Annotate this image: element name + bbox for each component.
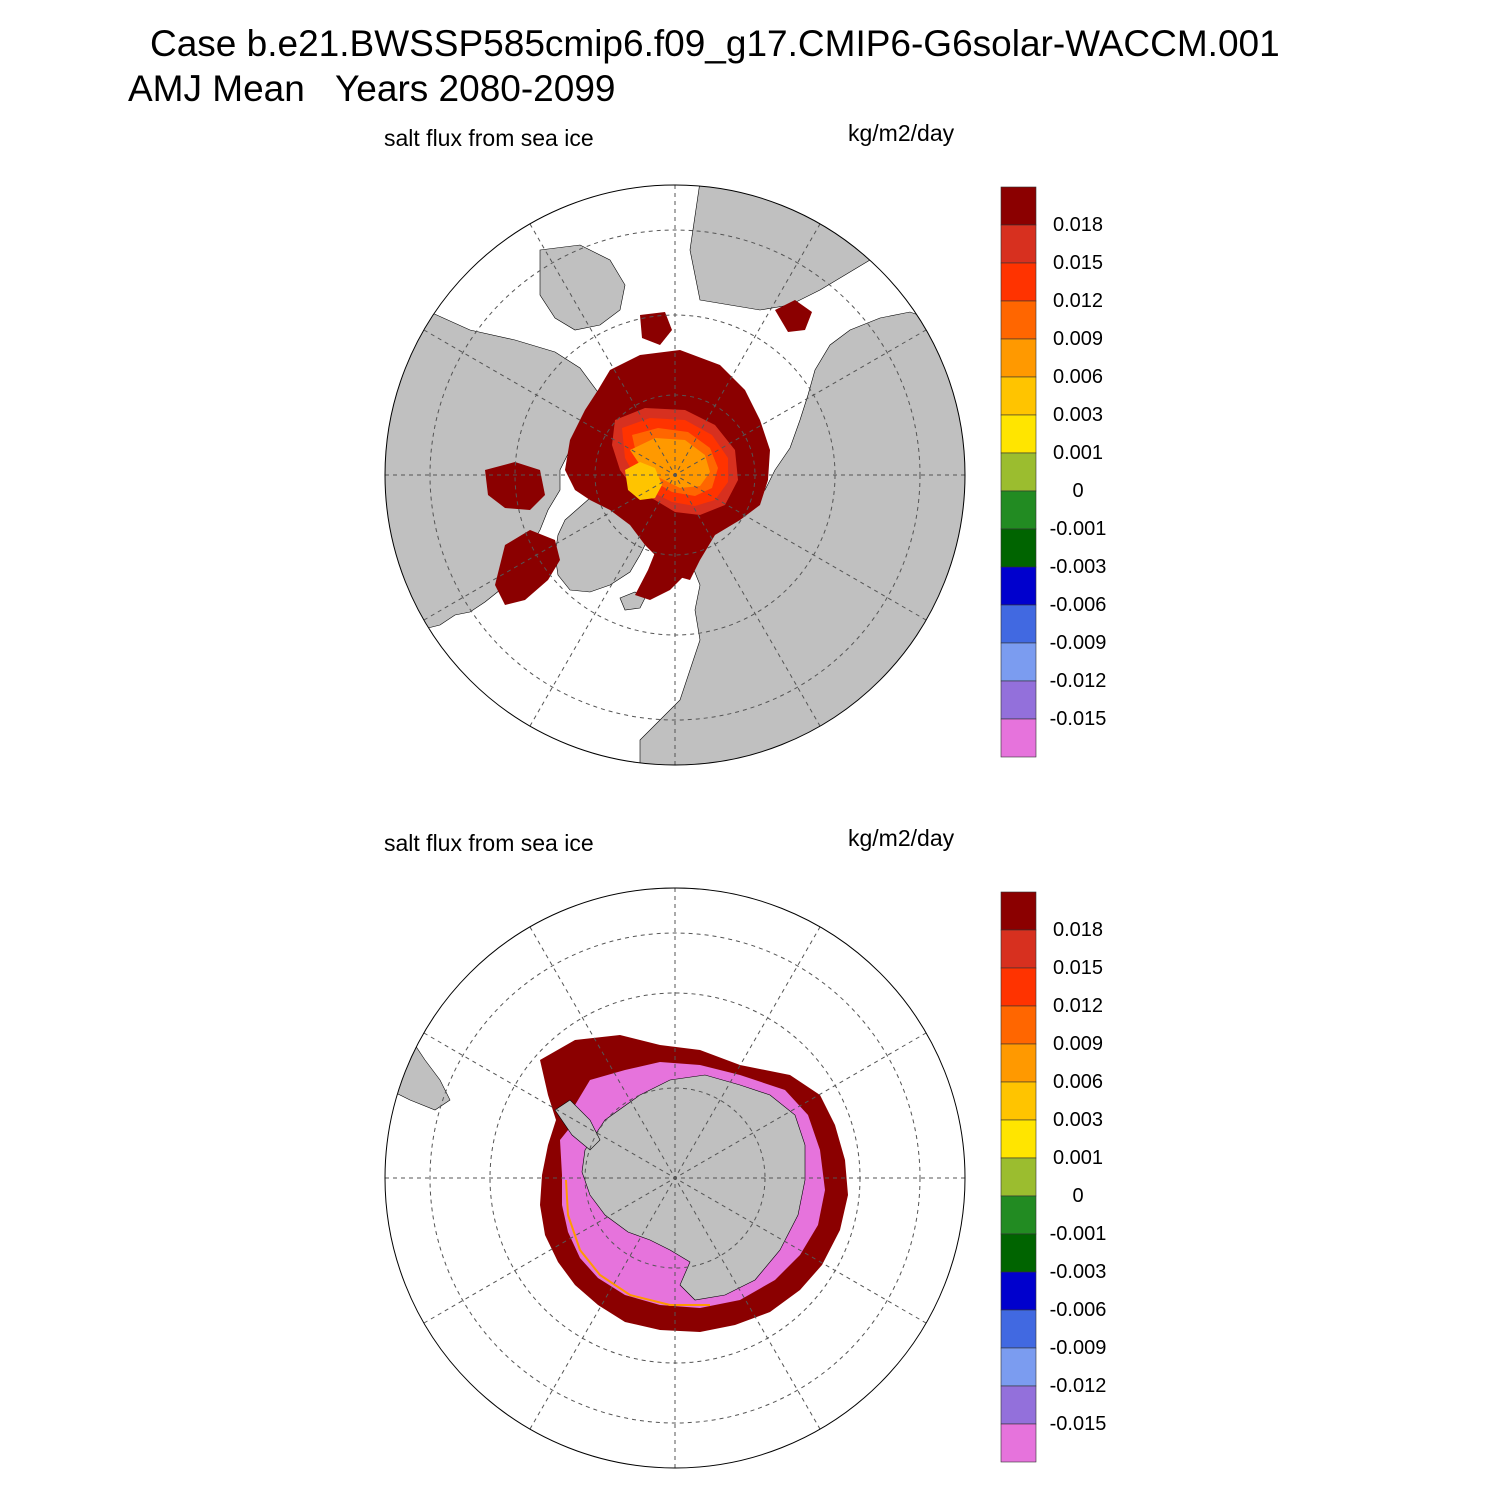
north-colorbar-tick-label: 0.003 xyxy=(1052,404,1104,426)
north-colorbar-tick-label: -0.001 xyxy=(1049,518,1107,540)
north-colorbar-tick-label: 0.001 xyxy=(1052,442,1104,464)
north-colorbar-swatch xyxy=(1000,262,1037,302)
south-colorbar-tick-label: -0.009 xyxy=(1049,1337,1107,1359)
north-colorbar-tick-label: 0.015 xyxy=(1052,252,1104,274)
south-colorbar-tick-label: 0 xyxy=(1072,1185,1084,1207)
north-colorbar-swatch xyxy=(1000,186,1037,226)
south-colorbar-swatch xyxy=(1000,1271,1037,1311)
north-map-land-eurasia xyxy=(639,311,965,765)
south-colorbar-swatch xyxy=(1000,1157,1037,1197)
south-colorbar-swatch xyxy=(1000,1195,1037,1235)
north-colorbar-tick-label: 0.018 xyxy=(1052,214,1104,236)
south-panel-variable-label: salt flux from sea ice xyxy=(384,830,594,856)
south-colorbar-swatch xyxy=(1000,1043,1037,1083)
south-colorbar-tick-label: 0.012 xyxy=(1052,995,1104,1017)
south-colorbar-swatch xyxy=(1000,1233,1037,1273)
north-map-boundary xyxy=(384,184,966,766)
south-colorbar-swatch xyxy=(1000,1423,1037,1463)
north-colorbar-swatch xyxy=(1000,452,1037,492)
north-panel-variable-label: salt flux from sea ice xyxy=(384,125,594,151)
north-colorbar-tick-label: 0.006 xyxy=(1052,366,1104,388)
north-colorbar-tick-label: 0 xyxy=(1072,480,1084,502)
figure-title-line2: AMJ Mean Years 2080-2099 xyxy=(128,68,616,109)
north-map-seaice-greenland-east xyxy=(635,530,700,600)
north-colorbar-swatch xyxy=(1000,680,1037,720)
north-colorbar-swatch xyxy=(1000,224,1037,264)
south-colorbar-swatch xyxy=(1000,891,1037,931)
north-colorbar-tick-label: 0.009 xyxy=(1052,328,1104,350)
south-colorbar-tick-label: 0.001 xyxy=(1052,1147,1104,1169)
north-map-seaice-level-0.003 xyxy=(625,462,662,500)
north-colorbar xyxy=(1000,186,1037,758)
north-colorbar-swatch xyxy=(1000,528,1037,568)
south-map-land-antarctica xyxy=(581,1074,806,1301)
north-panel-units-label: kg/m2/day xyxy=(848,120,955,146)
south-colorbar-tick-label: 0.015 xyxy=(1052,957,1104,979)
north-colorbar-swatch xyxy=(1000,338,1037,378)
south-colorbar-tick-label: -0.015 xyxy=(1049,1413,1107,1435)
south-colorbar-swatch xyxy=(1000,1347,1037,1387)
south-colorbar-swatch xyxy=(1000,1081,1037,1121)
north-colorbar-swatch xyxy=(1000,490,1037,530)
south-colorbar-tick-label: 0.009 xyxy=(1052,1033,1104,1055)
south-colorbar-swatch xyxy=(1000,929,1037,969)
north-colorbar-tick-label: -0.003 xyxy=(1049,556,1107,578)
south-colorbar-swatch xyxy=(1000,1005,1037,1045)
south-map-land-antarctic-peninsula xyxy=(554,1099,601,1151)
north-colorbar-swatch xyxy=(1000,414,1037,454)
north-colorbar-swatch xyxy=(1000,566,1037,606)
north-colorbar-tick-label: 0.012 xyxy=(1052,290,1104,312)
south-colorbar xyxy=(1000,891,1037,1463)
south-colorbar-tick-label: 0.018 xyxy=(1052,919,1104,941)
south-colorbar-swatch xyxy=(1000,967,1037,1007)
north-colorbar-tick-label: -0.012 xyxy=(1049,670,1107,692)
south-colorbar-tick-label: 0.003 xyxy=(1052,1109,1104,1131)
north-map-seaice-labrador xyxy=(495,530,560,605)
north-colorbar-swatch xyxy=(1000,376,1037,416)
south-polar-map xyxy=(384,887,966,1469)
south-map-boundary xyxy=(384,887,966,1469)
north-colorbar-swatch xyxy=(1000,300,1037,340)
north-colorbar-tick-label: -0.015 xyxy=(1049,708,1107,730)
north-polar-map xyxy=(384,184,966,766)
north-colorbar-swatch xyxy=(1000,604,1037,644)
south-panel-units-label: kg/m2/day xyxy=(848,825,955,851)
south-colorbar-swatch xyxy=(1000,1385,1037,1425)
south-colorbar-tick-label: 0.006 xyxy=(1052,1071,1104,1093)
south-colorbar-tick-label: -0.001 xyxy=(1049,1223,1107,1245)
south-colorbar-tick-label: -0.003 xyxy=(1049,1261,1107,1283)
north-map-seaice-bering xyxy=(640,312,672,345)
south-colorbar-swatch xyxy=(1000,1309,1037,1349)
north-colorbar-swatch xyxy=(1000,718,1037,758)
south-map-seaice-transition xyxy=(565,1179,710,1306)
north-colorbar-tick-label: -0.009 xyxy=(1049,632,1107,654)
south-colorbar-tick-label: -0.012 xyxy=(1049,1375,1107,1397)
north-colorbar-swatch xyxy=(1000,642,1037,682)
north-colorbar-tick-label: -0.006 xyxy=(1049,594,1107,616)
south-colorbar-tick-label: -0.006 xyxy=(1049,1299,1107,1321)
figure-title-line1: Case b.e21.BWSSP585cmip6.f09_g17.CMIP6-G… xyxy=(150,23,1280,64)
north-map-graticule xyxy=(385,185,965,765)
north-map-seaice-okhotsk xyxy=(775,300,812,332)
south-map-graticule xyxy=(385,888,965,1468)
north-map-land-iceland xyxy=(619,591,646,611)
south-colorbar-swatch xyxy=(1000,1119,1037,1159)
north-map-land-canadian-archipelago xyxy=(539,244,626,331)
